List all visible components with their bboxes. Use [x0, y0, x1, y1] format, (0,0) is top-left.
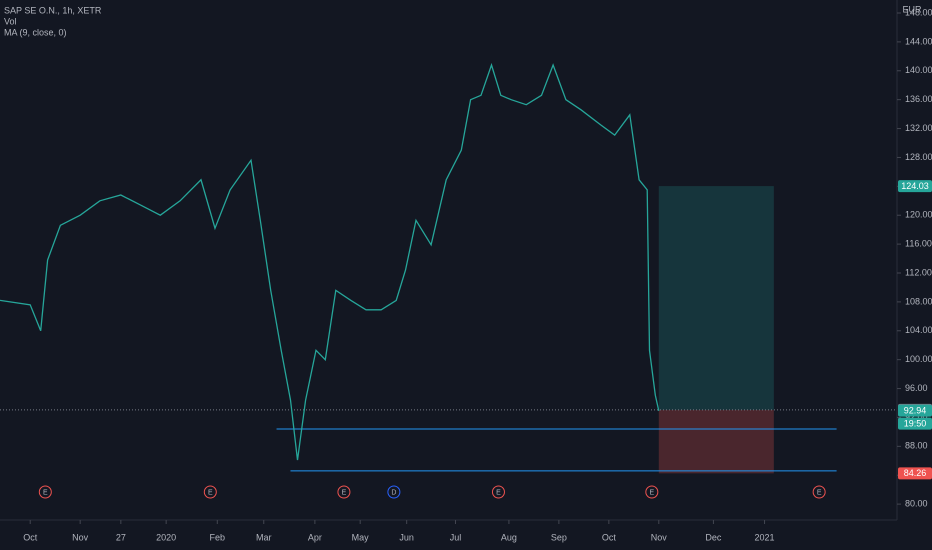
- y-tick-label: 140.00: [905, 65, 932, 75]
- x-tick-label: 27: [116, 532, 126, 542]
- x-tick-label: Feb: [210, 532, 226, 542]
- event-label: E: [817, 489, 822, 496]
- stop-zone: [658, 409, 774, 474]
- event-label: E: [496, 489, 501, 496]
- event-marker: [491, 485, 505, 499]
- y-tick-label: 100.00: [905, 354, 932, 364]
- x-tick-label: May: [352, 532, 370, 542]
- y-tick-label: 96.00: [905, 383, 928, 393]
- y-tick-label: 136.00: [905, 94, 932, 104]
- event-label: E: [43, 489, 48, 496]
- event-label: E: [649, 489, 654, 496]
- x-tick-label: Oct: [23, 532, 38, 542]
- target-zone: [658, 186, 774, 410]
- event-marker: [387, 485, 401, 499]
- indicator[interactable]: MA (9, close, 0): [4, 27, 67, 37]
- y-tick-label: 132.00: [905, 123, 932, 133]
- x-tick-label: Jun: [399, 532, 414, 542]
- y-tick-label: 144.00: [905, 36, 932, 46]
- y-tick-label: 92.00: [905, 412, 928, 422]
- indicator[interactable]: Vol: [4, 16, 17, 26]
- price-line-series: [0, 62, 660, 461]
- event-label: E: [208, 489, 213, 496]
- currency: EUR: [902, 4, 922, 14]
- x-tick-label: Mar: [256, 532, 272, 542]
- price-tag: [898, 467, 932, 480]
- y-tick-label: 104.00: [905, 325, 932, 335]
- chart-title: SAP SE O.N., 1h, XETR: [4, 5, 102, 15]
- y-tick-label: 108.00: [905, 296, 932, 306]
- y-tick-label: 148.00: [905, 7, 932, 17]
- price-tag-label: 84.26: [904, 468, 927, 478]
- x-tick-label: Apr: [308, 532, 322, 542]
- countdown-tag: [898, 417, 932, 430]
- price-tag: [898, 404, 932, 417]
- event-marker: [38, 485, 52, 499]
- y-tick-label: 80.00: [905, 498, 928, 508]
- x-tick-label: Oct: [602, 532, 617, 542]
- y-tick-label: 112.00: [905, 267, 932, 277]
- event-label: D: [391, 489, 396, 496]
- x-tick-label: Nov: [72, 532, 89, 542]
- event-marker: [645, 485, 659, 499]
- countdown: 19:50: [904, 419, 927, 429]
- event-label: E: [342, 489, 347, 496]
- x-tick-label: Jul: [450, 532, 462, 542]
- price-tag-label: 124.03: [901, 181, 929, 191]
- event-marker: [337, 485, 351, 499]
- x-tick-label: Nov: [651, 532, 668, 542]
- price-tag-label: 92.94: [904, 406, 927, 416]
- y-tick-label: 88.00: [905, 441, 928, 451]
- event-marker: [203, 485, 217, 499]
- event-marker: [812, 485, 826, 499]
- x-tick-label: 2020: [156, 532, 176, 542]
- x-tick-label: Aug: [501, 532, 517, 542]
- y-tick-label: 128.00: [905, 152, 932, 162]
- x-tick-label: 2021: [755, 532, 775, 542]
- y-tick-label: 116.00: [905, 238, 932, 248]
- x-tick-label: Dec: [705, 532, 722, 542]
- price-tag: [898, 180, 932, 193]
- y-tick-label: 120.00: [905, 210, 932, 220]
- x-tick-label: Sep: [551, 532, 567, 542]
